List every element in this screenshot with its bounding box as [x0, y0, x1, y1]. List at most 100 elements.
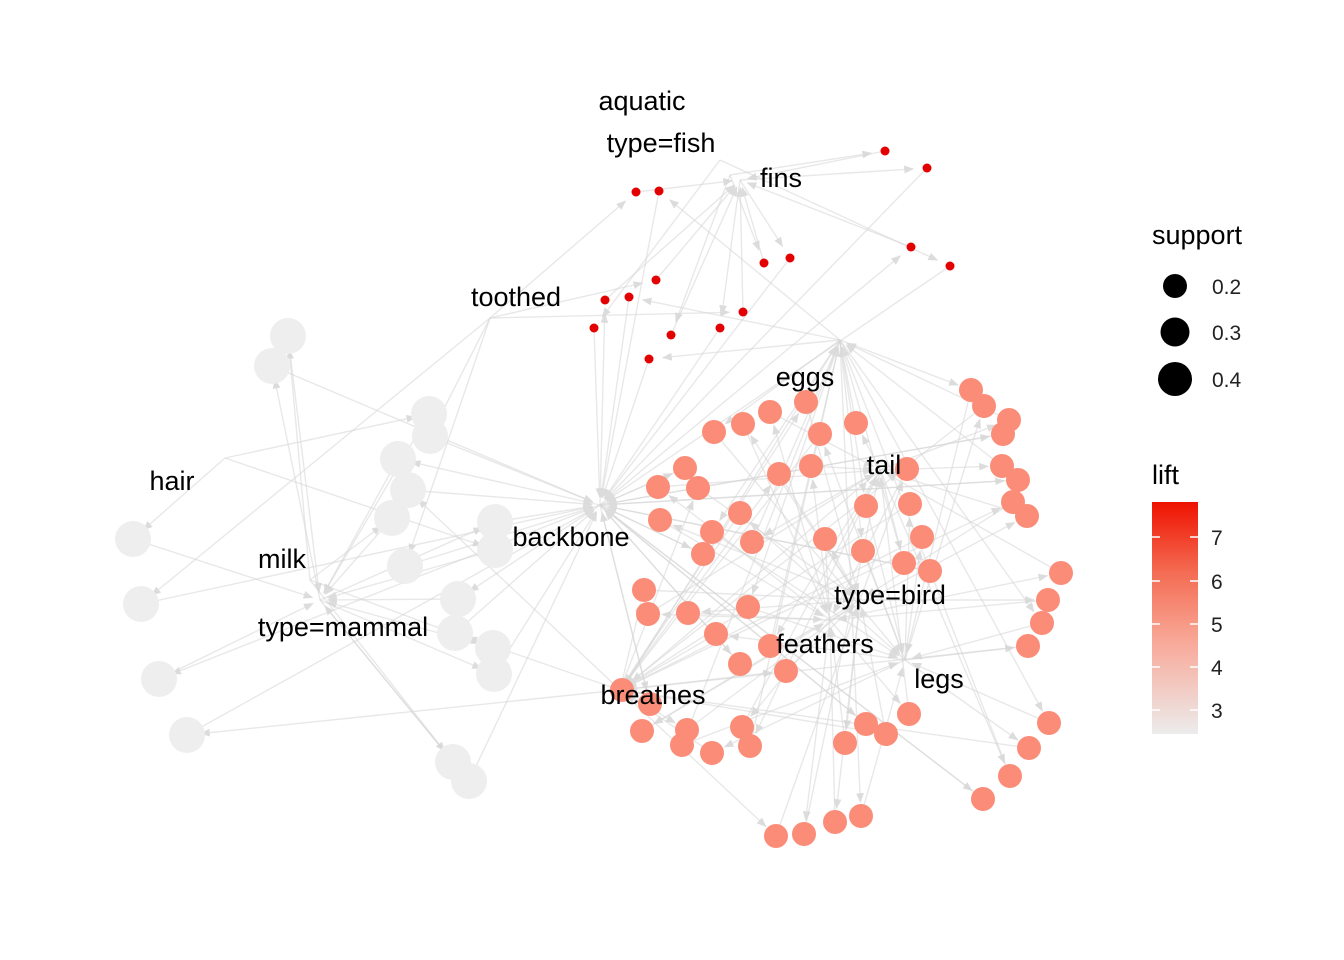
edge-191 — [593, 327, 604, 498]
rule-node-mid-lift-0 — [959, 378, 983, 402]
rule-node-mid-lift-13 — [648, 508, 672, 532]
item-label-backbone: backbone — [512, 522, 629, 552]
rule-node-low-lift-14 — [115, 521, 151, 557]
edge-10 — [417, 498, 621, 691]
rule-node-low-lift-3 — [412, 418, 448, 454]
rule-node-low-lift-6 — [374, 500, 410, 536]
rule-node-mid-lift-54 — [897, 702, 921, 726]
rule-node-mid-lift-15 — [728, 501, 752, 525]
edge-175 — [599, 190, 660, 499]
rule-node-mid-lift-50 — [700, 741, 724, 765]
rule-node-mid-lift-33 — [636, 602, 660, 626]
edge-29 — [132, 538, 314, 599]
rule-node-mid-lift-59 — [971, 787, 995, 811]
rule-node-mid-lift-5 — [758, 400, 782, 424]
edge-183 — [604, 257, 791, 500]
edge-147 — [859, 606, 887, 735]
rule-node-mid-lift-39 — [774, 659, 798, 683]
edge-163 — [803, 476, 881, 835]
edge-194 — [719, 179, 741, 316]
rule-node-mid-lift-32 — [632, 578, 656, 602]
rule-node-mid-lift-44 — [610, 678, 634, 702]
edge-39 — [468, 511, 598, 782]
edge-80 — [859, 481, 903, 601]
rule-node-mid-lift-55 — [833, 731, 857, 755]
rule-node-high-lift-10 — [600, 295, 610, 305]
lift-tick-label-3: 3 — [1211, 700, 1223, 723]
rule-node-low-lift-19 — [451, 763, 487, 799]
edge-97 — [862, 550, 903, 654]
edge-34 — [199, 689, 621, 737]
rule-node-mid-lift-10 — [673, 456, 697, 480]
edge-153 — [911, 662, 1050, 724]
edge-128 — [631, 469, 881, 682]
edge-198 — [661, 339, 841, 361]
rule-node-mid-lift-28 — [851, 539, 875, 563]
edge-75 — [606, 507, 704, 555]
lift-tick-label-6: 6 — [1211, 571, 1223, 594]
rule-node-high-lift-7 — [785, 253, 795, 263]
edge-7 — [429, 435, 594, 503]
rule-node-low-lift-15 — [123, 586, 159, 622]
lift-tick-label-5: 5 — [1211, 614, 1223, 637]
rule-node-low-lift-11 — [437, 615, 473, 651]
support-key-label-0.3: 0.3 — [1212, 322, 1241, 345]
item-label-toothed: toothed — [471, 282, 561, 312]
edge-177 — [746, 182, 912, 248]
item-label-milk: milk — [258, 544, 306, 574]
edge-68 — [719, 339, 841, 522]
edge-182 — [739, 179, 784, 248]
item-label-type-fish: type=fish — [607, 128, 716, 158]
rule-node-mid-lift-23 — [990, 454, 1014, 478]
edge-137 — [641, 623, 824, 732]
edge-159 — [605, 509, 984, 800]
edge-162 — [802, 619, 831, 822]
edge-186 — [641, 297, 841, 341]
edge-151 — [828, 626, 846, 744]
rule-node-mid-lift-18 — [767, 462, 791, 486]
edge-189 — [604, 184, 735, 301]
rule-node-mid-lift-6 — [731, 412, 755, 436]
rule-node-low-lift-8 — [477, 532, 513, 568]
edge-35 — [186, 508, 594, 736]
edge-148 — [829, 619, 901, 705]
rule-node-low-lift-13 — [476, 656, 512, 692]
edge-64 — [668, 494, 831, 621]
rule-node-mid-lift-51 — [738, 734, 762, 758]
edge-21 — [327, 595, 459, 604]
edge-32 — [171, 504, 601, 675]
rule-node-mid-lift-61 — [792, 822, 816, 846]
edge-4 — [224, 414, 417, 459]
support-key-label-0.4: 0.4 — [1212, 369, 1242, 392]
edge-173 — [635, 178, 734, 193]
rule-node-high-lift-8 — [651, 275, 661, 285]
edge-143 — [749, 346, 841, 747]
rule-node-low-lift-10 — [440, 581, 476, 617]
edge-188 — [599, 313, 609, 506]
edge-145 — [605, 509, 867, 725]
edge-20 — [468, 504, 601, 592]
edge-197 — [736, 187, 745, 313]
edge-28 — [142, 457, 226, 531]
rule-node-mid-lift-38 — [728, 652, 752, 676]
support-legend-title: support — [1152, 220, 1243, 250]
rule-node-mid-lift-9 — [844, 411, 868, 435]
support-key-0.4 — [1158, 362, 1192, 396]
rule-node-mid-lift-42 — [1030, 611, 1054, 635]
rule-node-mid-lift-3 — [991, 422, 1015, 446]
item-label-feathers: feathers — [776, 629, 874, 659]
rule-node-mid-lift-57 — [1017, 736, 1041, 760]
edge-193 — [670, 186, 738, 336]
rule-node-high-lift-12 — [666, 330, 676, 340]
support-legend: support 0.2 0.3 0.4 — [1152, 220, 1243, 396]
edge-81 — [833, 468, 908, 614]
edge-146 — [619, 689, 874, 735]
rule-node-mid-lift-1 — [972, 394, 996, 418]
edge-121 — [886, 473, 1062, 574]
edge-67 — [659, 519, 824, 617]
edge-165 — [826, 627, 836, 823]
rule-node-low-lift-4 — [380, 441, 416, 477]
rule-node-mid-lift-14 — [700, 520, 724, 544]
rule-node-high-lift-4 — [906, 242, 916, 252]
edge-190 — [601, 159, 721, 318]
